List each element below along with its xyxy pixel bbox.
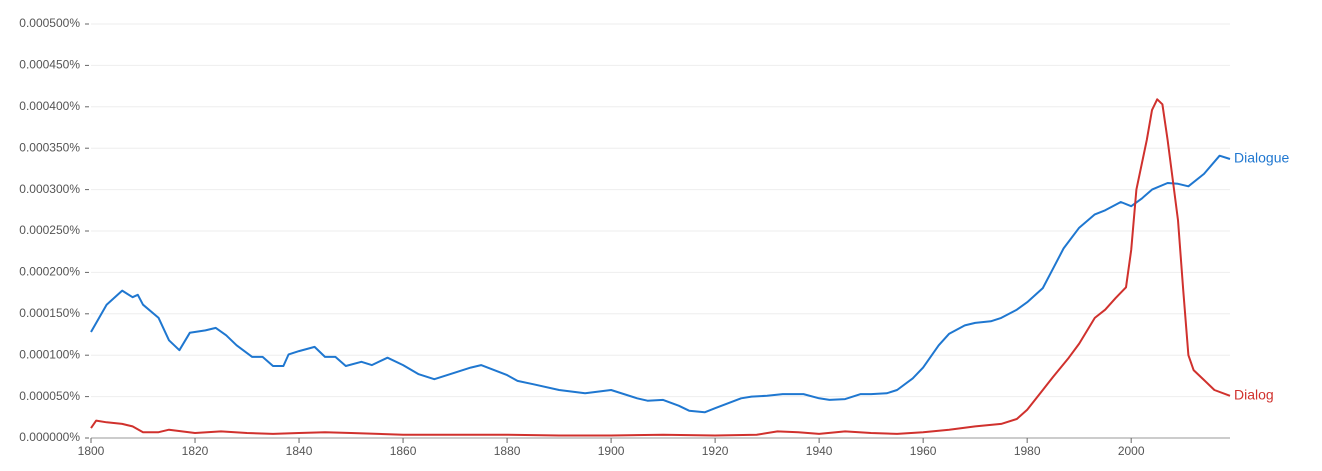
x-tick-label: 1880 bbox=[494, 444, 521, 458]
y-tick-label: 0.000300% bbox=[19, 182, 80, 196]
y-tick-label: 0.000050% bbox=[19, 389, 80, 403]
series-label: Dialogue bbox=[1234, 150, 1289, 166]
y-tick-label: 0.000250% bbox=[19, 223, 80, 237]
x-tick-label: 1840 bbox=[286, 444, 313, 458]
series-label: Dialog bbox=[1234, 386, 1274, 402]
y-tick-label: 0.000200% bbox=[19, 265, 80, 279]
y-tick-label: 0.000350% bbox=[19, 140, 80, 154]
series-line bbox=[90, 154, 1231, 414]
series-line bbox=[90, 98, 1231, 437]
y-tick-label: 0.000100% bbox=[19, 347, 80, 361]
x-tick-label: 1980 bbox=[1014, 444, 1041, 458]
x-tick-label: 1900 bbox=[598, 444, 625, 458]
x-tick-label: 2000 bbox=[1118, 444, 1145, 458]
y-tick-label: 0.000150% bbox=[19, 306, 80, 320]
x-tick-label: 1860 bbox=[390, 444, 417, 458]
x-tick-label: 1940 bbox=[806, 444, 833, 458]
y-tick-label: 0.000400% bbox=[19, 99, 80, 113]
x-tick-label: 1960 bbox=[910, 444, 937, 458]
y-tick-label: 0.000500% bbox=[19, 16, 80, 30]
x-tick-label: 1920 bbox=[702, 444, 729, 458]
x-tick-label: 1820 bbox=[182, 444, 209, 458]
y-tick-label: 0.000000% bbox=[19, 430, 80, 444]
x-tick-label: 1800 bbox=[78, 444, 105, 458]
y-tick-label: 0.000450% bbox=[19, 58, 80, 72]
